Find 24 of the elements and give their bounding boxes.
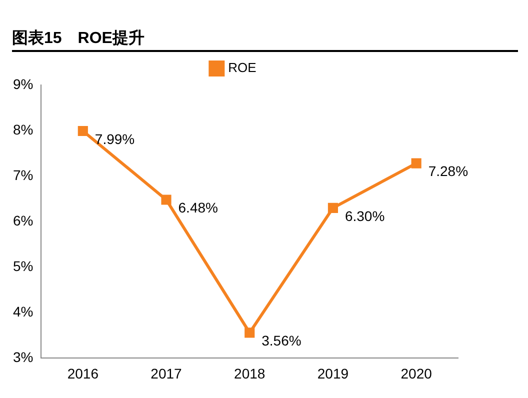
x-tick-label: 2019 <box>317 365 349 382</box>
legend-label: ROE <box>228 60 257 76</box>
y-tick-label: 8% <box>13 121 34 138</box>
data-label: 3.56% <box>262 332 302 349</box>
y-tick-label: 3% <box>13 349 34 366</box>
point <box>244 328 255 338</box>
x-tick-label: 2017 <box>150 365 182 382</box>
point <box>328 202 338 213</box>
data-label: 7.99% <box>94 130 135 147</box>
y-tick-label: 4% <box>13 304 34 320</box>
x-tick-label: 2020 <box>400 365 432 382</box>
y-tick-label: 5% <box>13 258 34 274</box>
y-tick-label: 9% <box>13 76 34 92</box>
x-tick-label: 2018 <box>234 365 266 382</box>
data-label: 6.48% <box>178 200 218 216</box>
chart-title: 图表15 ROE提升 <box>12 28 518 52</box>
point <box>411 158 422 168</box>
data-label: 6.30% <box>344 208 385 224</box>
point <box>161 194 172 205</box>
point <box>78 126 88 136</box>
data-label: 7.28% <box>428 163 468 180</box>
y-tick-label: 6% <box>13 212 34 228</box>
y-tick-label: 7% <box>13 166 34 183</box>
x-tick-label: 2016 <box>67 365 99 382</box>
